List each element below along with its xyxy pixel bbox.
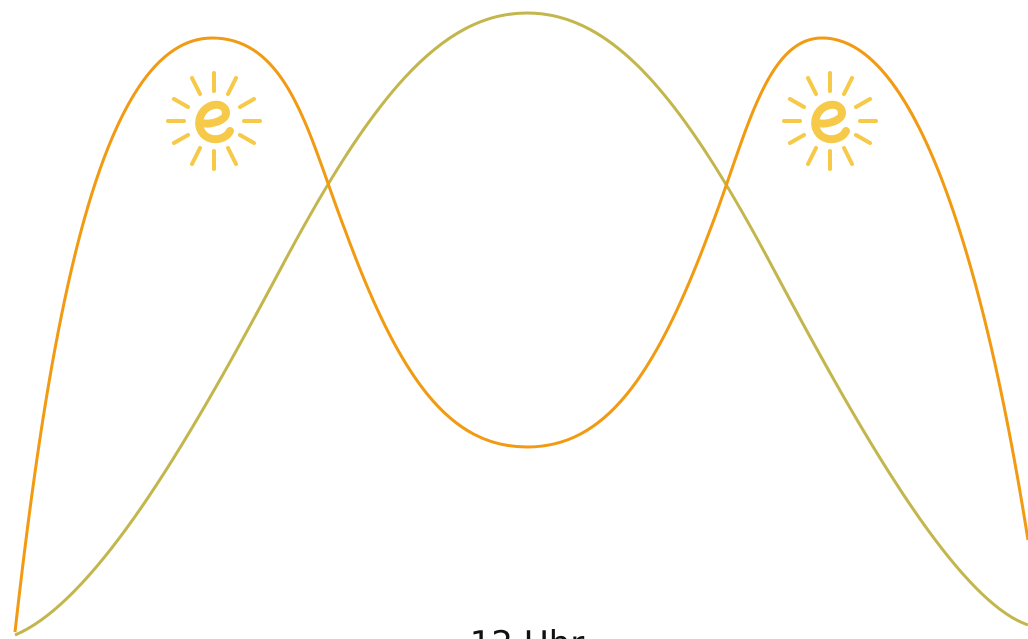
orange-curve bbox=[13, 36, 1028, 633]
olive-curve bbox=[14, 11, 1028, 637]
time-label: 12 Uhr bbox=[470, 624, 585, 639]
